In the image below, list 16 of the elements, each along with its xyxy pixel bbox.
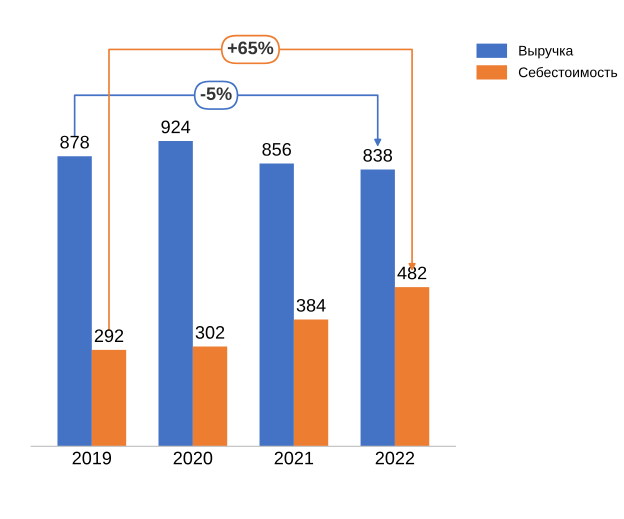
x-tick-label: 2019	[72, 452, 112, 464]
data-label: 292	[94, 329, 124, 342]
data-label: 856	[262, 142, 291, 156]
data-label: 482	[397, 266, 426, 280]
data-label: 878	[60, 136, 89, 149]
data-label: 838	[363, 148, 392, 162]
legend-label: Себестоимость	[518, 66, 618, 78]
data-label: 924	[161, 120, 190, 134]
x-tick-label: 2022	[376, 452, 414, 464]
text: -5%	[200, 87, 232, 100]
text: +65%	[228, 42, 274, 54]
data-label: 384	[296, 298, 326, 312]
data-label: 302	[196, 326, 224, 339]
x-tick-label: 2021	[274, 452, 314, 464]
legend-label: Выручка	[519, 46, 574, 58]
x-tick-label: 2020	[174, 452, 212, 464]
